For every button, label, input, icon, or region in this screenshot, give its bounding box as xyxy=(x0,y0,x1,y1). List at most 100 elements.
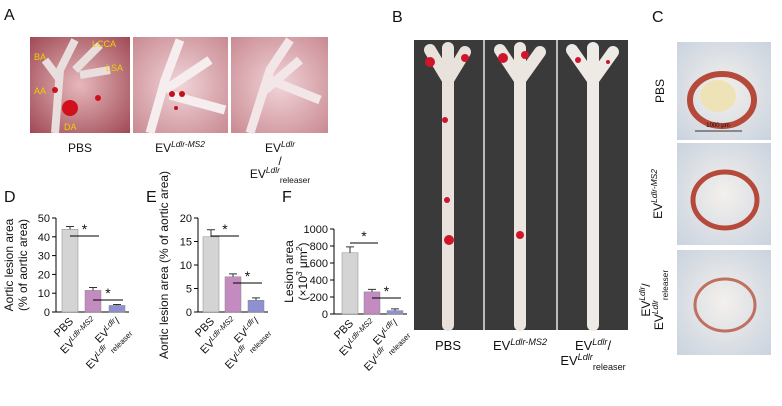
significance-label: * xyxy=(105,285,111,301)
label-part: Ldlr xyxy=(281,139,296,149)
label-part: / xyxy=(390,317,401,328)
bar xyxy=(224,276,242,313)
label-part: EV xyxy=(575,338,593,353)
group-label-line: EVLdlrreleaser xyxy=(650,270,670,330)
group-label-line: EVLdlr-MS2 xyxy=(493,337,547,353)
bar xyxy=(84,290,102,313)
label-part: / xyxy=(278,154,282,168)
anatomy-label: AA xyxy=(34,86,46,96)
label-part: / xyxy=(639,283,653,287)
label-part: EV xyxy=(560,353,578,368)
group-label: PBS xyxy=(653,79,667,103)
label-part: releaser xyxy=(593,362,626,372)
y-axis-label: Aortic lesion area (% of aortic area) xyxy=(157,171,171,359)
y-tick-label: 0 xyxy=(322,309,328,321)
panel-letter: A xyxy=(4,7,15,24)
label-part: Aortic lesion area (% of aortic area) xyxy=(157,171,171,359)
error-bar xyxy=(391,308,399,311)
y-tick-label: 30 xyxy=(38,251,50,263)
label-part: PBS xyxy=(435,338,461,353)
label-part: Ldlr xyxy=(637,285,647,300)
label-part: releaser xyxy=(108,328,134,354)
group-label-line: EVLdlr xyxy=(265,139,296,155)
group-label: PBS xyxy=(68,141,92,155)
anatomy-label: LSA xyxy=(106,63,123,73)
group-label-line: EVLdlr-MS2 xyxy=(649,169,665,219)
y-axis-label-line: Aortic lesion area xyxy=(2,218,16,311)
error-bar xyxy=(229,273,237,277)
bar xyxy=(341,252,359,315)
panel-b-photo xyxy=(414,40,628,331)
error-bar xyxy=(113,303,121,306)
y-tick-label: 20 xyxy=(38,269,50,281)
group-label-line: EVLdlr/ xyxy=(575,337,612,353)
label-part: EV xyxy=(652,314,666,330)
label-part: EV xyxy=(493,338,511,353)
error-bar xyxy=(89,287,97,291)
panel-a-photos xyxy=(30,37,328,135)
y-axis-label: Aortic lesion area (% of aortic area) xyxy=(2,218,30,311)
anatomy-label: DA xyxy=(64,122,77,132)
significance-label: * xyxy=(222,221,228,237)
label-part: Ldlr-MS2 xyxy=(649,169,659,203)
label-part: Ldlr xyxy=(650,299,660,314)
y-tick-label: 600 xyxy=(310,258,328,270)
label-part: Ldlr xyxy=(578,352,594,362)
label-part: EV xyxy=(639,301,653,317)
group-label-line: EVLdlrreleaser xyxy=(560,352,625,372)
label-part: releaser xyxy=(247,328,273,354)
y-tick-label: 200 xyxy=(310,292,328,304)
y-tick-label: 15 xyxy=(180,237,192,249)
y-tick-label: 800 xyxy=(310,241,328,253)
group-label-line: EVLdlr/ xyxy=(637,283,653,317)
y-axis-label-line: Lesion area xyxy=(282,240,296,303)
bar xyxy=(363,291,381,315)
bar xyxy=(247,300,265,313)
y-axis-label-line: (×103 μm2) xyxy=(294,243,310,301)
label-part: PBS xyxy=(68,141,92,155)
significance-label: * xyxy=(361,228,367,244)
group-label: EVLdlr/EVLdlrreleaser xyxy=(560,337,625,372)
bar xyxy=(61,229,79,313)
label-part: / xyxy=(607,338,611,353)
panel-letter: B xyxy=(392,9,403,26)
error-bar xyxy=(368,288,376,292)
group-label: EVLdlr/EVLdlrreleaser xyxy=(637,270,670,330)
group-label-line: PBS xyxy=(68,141,92,155)
label-part: releaser xyxy=(386,330,412,356)
group-label: EVLdlr-MS2 xyxy=(493,337,547,353)
group-label-line: / xyxy=(278,154,282,168)
significance-label: * xyxy=(82,221,88,237)
scale-bar-label: 1000 μm xyxy=(706,123,729,129)
label-part: 2 xyxy=(294,246,304,252)
y-tick-label: 0 xyxy=(44,307,50,319)
bar xyxy=(202,236,220,313)
bar xyxy=(108,305,126,313)
y-tick-label: 20 xyxy=(180,213,192,225)
group-label: PBS xyxy=(435,338,461,353)
label-part: Ldlr xyxy=(266,165,281,175)
panel-c-photos xyxy=(677,42,771,355)
label-part: releaser xyxy=(660,270,670,300)
label-part: ) xyxy=(296,243,310,247)
y-tick-label: 5 xyxy=(186,284,192,296)
error-bar xyxy=(66,225,74,230)
y-tick-label: 1000 xyxy=(304,224,328,236)
panel-letter: F xyxy=(282,189,292,206)
group-label-line: EVLdlrreleaser xyxy=(250,165,310,185)
label-part: / xyxy=(112,315,123,326)
label-part: Lesion area xyxy=(282,240,296,303)
label-part: Aortic lesion area xyxy=(2,218,16,311)
y-tick-label: 10 xyxy=(38,288,50,300)
group-label: EVLdlr-MS2 xyxy=(649,169,665,219)
label-part: μm xyxy=(296,251,310,271)
group-label-line: PBS xyxy=(653,79,667,103)
anatomy-label: BA xyxy=(34,52,46,62)
y-axis-label-line: Aortic lesion area (% of aortic area) xyxy=(157,171,171,359)
label-part: Ldlr xyxy=(592,337,608,347)
label-part: (% of aortic area) xyxy=(16,219,30,311)
significance-label: * xyxy=(245,268,251,284)
anatomy-label: LCCA xyxy=(92,39,116,49)
y-tick-label: 400 xyxy=(310,275,328,287)
